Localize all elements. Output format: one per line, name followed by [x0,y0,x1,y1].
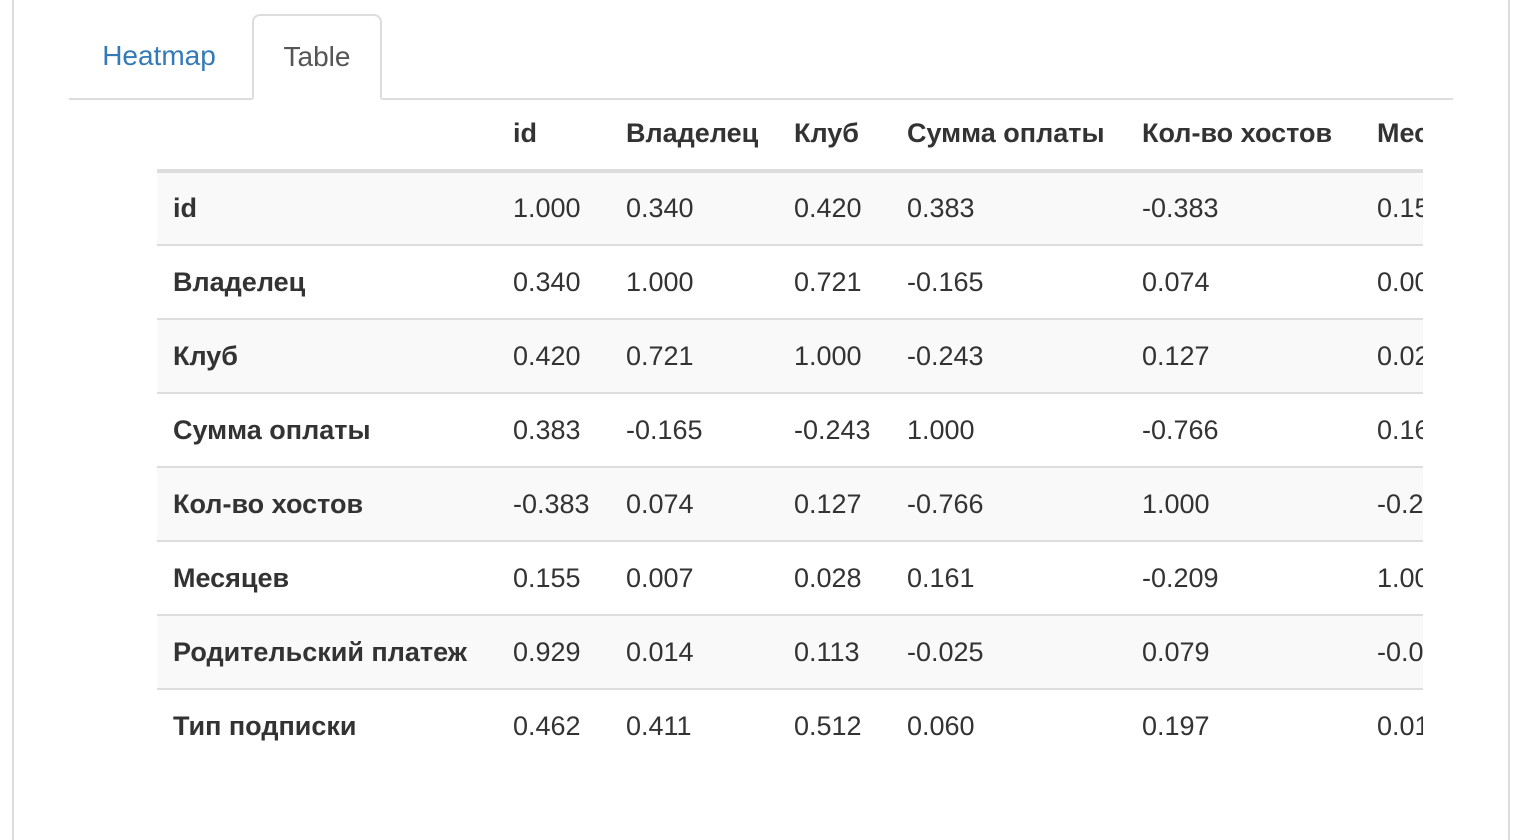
table-cell: 1.000 [610,244,778,319]
table-cell: 0.383 [907,193,975,223]
column-header: Клуб [778,98,891,173]
column-header: Мес [1361,98,1423,173]
table-cell: 0.060 [891,688,1126,763]
table-cell: 0.007 [610,540,778,615]
table-cell: 0.721 [778,244,891,319]
table-cell: 1.000 [1126,466,1361,541]
table-cell: 0.197 [1126,688,1361,763]
table-cell: -0.165 [610,392,778,467]
row-header: Владелец [157,244,497,319]
row-header: Клуб [157,318,497,393]
table-cell: 0.074 [1126,244,1361,319]
table-cell: 0.340 [497,244,610,319]
table-row: Кол-во хостов -0.383 0.074 0.127 -0.766 1.000… [157,466,1423,541]
table-cell: -0.0 [1361,614,1423,689]
table-cell: -0.243 [778,392,891,467]
header-row: id Владелец Клуб Сумма оплаты Кол-во хостов М… [157,98,1423,173]
table-cell: 0.014 [610,614,778,689]
table-cell: -0.243 [891,318,1126,393]
table-cell: 0.161 [891,540,1126,615]
corner-header-cell [157,98,497,173]
table-cell: -0.766 [891,466,1126,541]
table-cell: -0.2 [1361,466,1423,541]
table-row: id 1.000 0.340 0.420 0.383 -0.383 0.15 [157,171,1423,245]
tab-panel-container [12,0,1510,840]
correlation-table-scroll[interactable]: id Владелец Клуб Сумма оплаты Кол-во хостов М… [157,98,1423,778]
table-cell: 0.028 [778,540,891,615]
table-cell: 0.074 [610,466,778,541]
table-body: id1.0000.3400.4200.383-0.3830.15Владелец… [157,171,1423,763]
table-cell: 0.155 [497,540,610,615]
column-header: Кол-во хостов [1126,98,1361,173]
table-row: Сумма оплаты 0.383 -0.165 -0.243 1.000 -0.766… [157,392,1423,467]
table-cell: 0.079 [1126,614,1361,689]
table-cell: -0.383 [1142,193,1219,223]
table-cell: 0.512 [778,688,891,763]
row-header: Кол-во хостов [157,466,497,541]
table-header: id Владелец Клуб Сумма оплаты Кол-во хостов М… [157,98,1423,173]
row-header: Тип подписки [157,688,497,763]
table-cell: 0.383 [497,392,610,467]
table-cell: 0.113 [778,614,891,689]
row-header: id [173,193,197,223]
table-cell: -0.383 [497,466,610,541]
table-cell: 1.000 [778,318,891,393]
table-cell: 0.721 [610,318,778,393]
table-cell: 0.929 [497,614,610,689]
table-cell: -0.209 [1126,540,1361,615]
table-row: Родительский платеж 0.929 0.014 0.113 -0.025… [157,614,1423,689]
table-cell: 1.00 [1361,540,1423,615]
table-cell: 0.127 [778,466,891,541]
row-header: Родительский платеж [157,614,497,689]
correlation-table: id Владелец Клуб Сумма оплаты Кол-во хостов М… [157,98,1423,763]
column-header: id [497,98,610,173]
tab-bar: Heatmap Table [69,14,1453,100]
column-header: Владелец [610,98,778,173]
table-cell: 0.420 [497,318,610,393]
table-cell: 0.340 [626,193,694,223]
table-cell: 0.411 [610,688,778,763]
table-cell: 1.000 [891,392,1126,467]
table-cell: -0.025 [891,614,1126,689]
table-cell: 0.15 [1377,193,1423,223]
table-cell: 1.000 [513,193,581,223]
table-cell: 0.462 [497,688,610,763]
table-cell: 0.16 [1361,392,1423,467]
table-cell: 0.02 [1361,318,1423,393]
row-header: Сумма оплаты [157,392,497,467]
row-header: Месяцев [157,540,497,615]
table-row: Тип подписки 0.462 0.411 0.512 0.060 0.197 0.0… [157,688,1423,763]
table-cell: -0.165 [891,244,1126,319]
tab-heatmap[interactable]: Heatmap [102,40,216,71]
tab-table[interactable]: Table [252,14,382,100]
table-cell: 0.00 [1361,244,1423,319]
column-header: Сумма оплаты [891,98,1126,173]
table-cell: 0.01 [1361,688,1423,763]
table-cell: -0.766 [1126,392,1361,467]
table-cell: 0.127 [1126,318,1361,393]
table-cell: 0.420 [794,193,862,223]
